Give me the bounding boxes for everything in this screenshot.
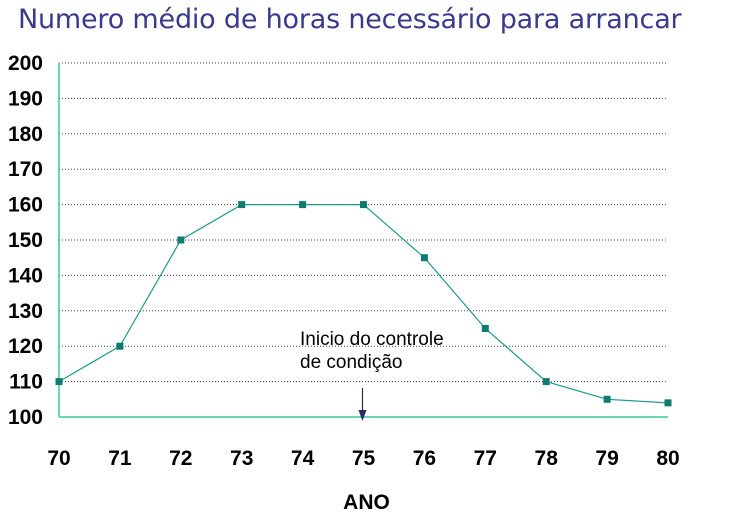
x-tick-label: 73 [230, 447, 253, 470]
x-axis-label: ANO [343, 491, 390, 514]
data-point-79 [603, 395, 611, 403]
y-tick-label: 140 [8, 264, 43, 287]
y-tick-label: 130 [8, 300, 43, 323]
data-point-74 [299, 201, 307, 209]
y-tick-label: 170 [8, 158, 43, 181]
data-point-80 [664, 399, 672, 407]
x-tick-label: 77 [474, 447, 497, 470]
data-point-75 [360, 201, 367, 209]
data-point-73 [238, 201, 246, 209]
data-series [55, 201, 672, 407]
y-tick-label: 100 [8, 406, 43, 429]
grid-lines [59, 62, 668, 383]
y-tick-labels: 100 110 120 130 140 150 160 170 180 190 200 [8, 52, 43, 429]
x-tick-label: 71 [108, 447, 132, 470]
x-tick-label: 78 [535, 447, 559, 470]
data-point-77 [481, 325, 489, 332]
x-tick-label: 75 [352, 447, 376, 470]
data-point-72 [177, 236, 185, 244]
x-tick-label: 70 [47, 447, 70, 470]
y-tick-label: 160 [8, 194, 43, 217]
y-tick-label: 180 [8, 123, 43, 146]
x-tick-labels: 70 71 72 73 74 75 76 77 78 79 80 [47, 447, 679, 470]
chart-title: Numero médio de horas necessário para ar… [18, 4, 682, 35]
annotation-text: Inicio do controle [300, 329, 444, 350]
annotation-text: de condição [300, 352, 402, 373]
y-tick-label: 150 [8, 229, 43, 252]
y-tick-label: 110 [9, 371, 43, 394]
y-tick-label: 190 [8, 87, 43, 110]
x-tick-label: 72 [169, 447, 192, 470]
data-point-71 [116, 342, 124, 350]
data-point-78 [542, 378, 550, 386]
x-tick-label: 74 [291, 447, 315, 470]
annotation-arrow-head [358, 410, 367, 421]
x-tick-label: 79 [595, 447, 618, 470]
y-tick-label: 200 [8, 52, 43, 75]
x-tick-label: 76 [413, 447, 436, 470]
data-point-76 [420, 254, 428, 262]
series-line [58, 204, 669, 404]
data-point-70 [55, 378, 63, 386]
x-tick-label: 80 [656, 447, 679, 470]
y-tick-label: 120 [8, 335, 43, 358]
